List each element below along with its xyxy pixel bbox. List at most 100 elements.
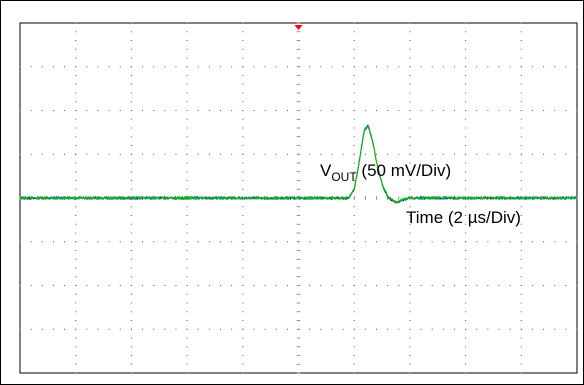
grid-dot bbox=[75, 57, 77, 59]
grid-dot bbox=[353, 101, 355, 103]
grid-dot bbox=[75, 180, 77, 181]
grid-dot bbox=[86, 110, 88, 111]
grid-dot bbox=[520, 320, 522, 321]
grid-dot bbox=[520, 57, 522, 59]
grid-dot bbox=[554, 153, 556, 155]
grid-dot bbox=[186, 328, 188, 330]
grid-dot bbox=[520, 302, 522, 304]
grid-dot bbox=[242, 171, 244, 173]
grid-dot bbox=[353, 118, 355, 120]
grid-dot bbox=[531, 66, 533, 68]
grid-dot bbox=[465, 110, 467, 111]
grid-dot bbox=[565, 66, 567, 68]
grid-dot bbox=[231, 241, 233, 243]
grid-dot bbox=[375, 328, 377, 330]
grid-dot bbox=[108, 110, 110, 111]
grid-dot bbox=[286, 285, 288, 286]
grid-dot bbox=[353, 311, 355, 313]
grid-dot bbox=[130, 188, 132, 190]
grid-dot bbox=[253, 66, 255, 68]
grid-dot bbox=[75, 215, 77, 216]
grid-dot bbox=[264, 328, 266, 330]
grid-dot bbox=[576, 285, 578, 286]
grid-dot bbox=[75, 355, 77, 356]
grid-dot bbox=[353, 267, 355, 269]
grid-dot bbox=[353, 83, 355, 85]
grid-dot bbox=[498, 285, 500, 286]
grid-dot bbox=[242, 311, 244, 313]
grid-dot bbox=[264, 241, 266, 243]
grid-dot bbox=[331, 110, 333, 111]
grid-dot bbox=[387, 241, 389, 243]
grid-dot bbox=[75, 285, 77, 286]
grid-dot bbox=[41, 110, 43, 111]
grid-dot bbox=[520, 328, 522, 330]
grid-dot bbox=[465, 302, 467, 304]
grid-dot bbox=[242, 241, 244, 243]
grid-dot bbox=[309, 66, 311, 68]
grid-dot bbox=[75, 302, 77, 304]
grid-dot bbox=[543, 153, 545, 155]
grid-dot bbox=[19, 110, 21, 111]
vout-label: VOUT (50 mV/Div) bbox=[320, 161, 451, 184]
grid-dot bbox=[275, 328, 277, 330]
grid-dot bbox=[465, 206, 467, 208]
grid-dot bbox=[420, 153, 422, 155]
grid-dot bbox=[220, 110, 222, 111]
grid-dot bbox=[476, 328, 478, 330]
grid-dot bbox=[52, 285, 54, 286]
grid-dot bbox=[353, 355, 355, 356]
grid-dot bbox=[130, 31, 132, 33]
grid-dot bbox=[487, 153, 489, 155]
grid-dot bbox=[130, 215, 132, 216]
grid-dot bbox=[242, 57, 244, 59]
grid-dot bbox=[465, 346, 467, 348]
grid-dot bbox=[309, 285, 311, 286]
grid-dot bbox=[130, 223, 132, 225]
grid-dot bbox=[242, 250, 244, 251]
grid-dot bbox=[565, 153, 567, 155]
grid-dot bbox=[19, 153, 21, 155]
grid-dot bbox=[130, 48, 132, 50]
grid-dot bbox=[130, 101, 132, 103]
grid-dot bbox=[97, 66, 99, 68]
grid-dot bbox=[387, 285, 389, 286]
grid-dot bbox=[75, 48, 77, 50]
grid-dot bbox=[64, 110, 66, 111]
grid-dot bbox=[520, 267, 522, 269]
grid-dot bbox=[520, 285, 522, 286]
grid-dot bbox=[130, 180, 132, 181]
grid-dot bbox=[409, 188, 411, 190]
grid-dot bbox=[97, 110, 99, 111]
grid-dot bbox=[342, 66, 344, 68]
grid-dot bbox=[520, 241, 522, 243]
grid-dot bbox=[353, 31, 355, 33]
grid-dot bbox=[253, 328, 255, 330]
grid-dot bbox=[186, 258, 188, 260]
grid-dot bbox=[130, 75, 132, 76]
grid-dot bbox=[30, 328, 32, 330]
grid-dot bbox=[130, 372, 132, 374]
grid-dot bbox=[409, 337, 411, 339]
grid-dot bbox=[130, 285, 132, 286]
grid-dot bbox=[409, 372, 411, 374]
grid-dot bbox=[554, 285, 556, 286]
grid-dot bbox=[353, 57, 355, 59]
grid-dot bbox=[41, 285, 43, 286]
grid-dot bbox=[186, 215, 188, 216]
grid-dot bbox=[465, 180, 467, 181]
grid-dot bbox=[286, 241, 288, 243]
grid-dot bbox=[375, 153, 377, 155]
grid-dot bbox=[409, 153, 411, 155]
grid-dot bbox=[130, 66, 132, 68]
grid-dot bbox=[130, 320, 132, 321]
grid-dot bbox=[75, 92, 77, 94]
grid-dot bbox=[242, 206, 244, 208]
grid-dot bbox=[409, 302, 411, 304]
grid-dot bbox=[387, 110, 389, 111]
grid-dot bbox=[164, 328, 166, 330]
grid-dot bbox=[75, 293, 77, 295]
grid-dot bbox=[342, 285, 344, 286]
grid-dot bbox=[520, 145, 522, 146]
grid-dot bbox=[409, 145, 411, 146]
